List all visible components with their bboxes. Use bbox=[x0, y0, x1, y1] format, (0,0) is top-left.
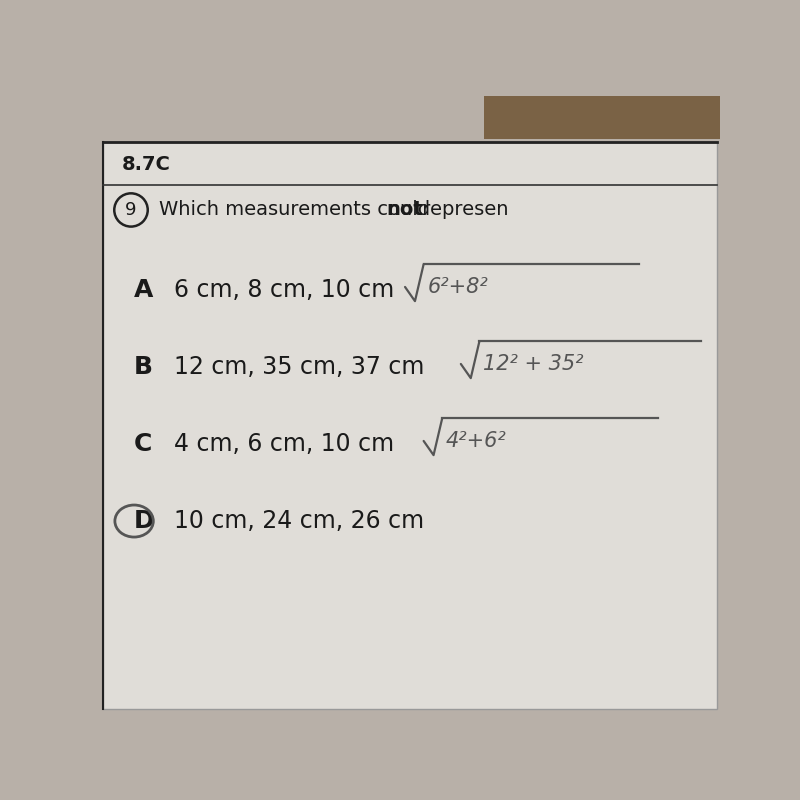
Text: 9: 9 bbox=[126, 201, 137, 219]
Text: 4 cm, 6 cm, 10 cm: 4 cm, 6 cm, 10 cm bbox=[174, 432, 394, 456]
Text: 12 cm, 35 cm, 37 cm: 12 cm, 35 cm, 37 cm bbox=[174, 355, 425, 379]
Text: 6²+8²: 6²+8² bbox=[427, 277, 488, 297]
Text: not: not bbox=[386, 201, 423, 219]
Text: 6 cm, 8 cm, 10 cm: 6 cm, 8 cm, 10 cm bbox=[174, 278, 394, 302]
Text: 8.7C: 8.7C bbox=[122, 155, 170, 174]
Polygon shape bbox=[485, 96, 720, 139]
Text: C: C bbox=[134, 432, 153, 456]
Text: Which measurements could: Which measurements could bbox=[159, 201, 436, 219]
Text: 10 cm, 24 cm, 26 cm: 10 cm, 24 cm, 26 cm bbox=[174, 509, 425, 533]
Circle shape bbox=[114, 194, 148, 226]
Text: A: A bbox=[134, 278, 154, 302]
Text: D: D bbox=[134, 509, 154, 533]
Text: B: B bbox=[134, 355, 153, 379]
Text: 12² + 35²: 12² + 35² bbox=[483, 354, 584, 374]
FancyBboxPatch shape bbox=[103, 142, 717, 709]
Text: 4²+6²: 4²+6² bbox=[446, 431, 506, 451]
Text: represen: represen bbox=[416, 201, 509, 219]
